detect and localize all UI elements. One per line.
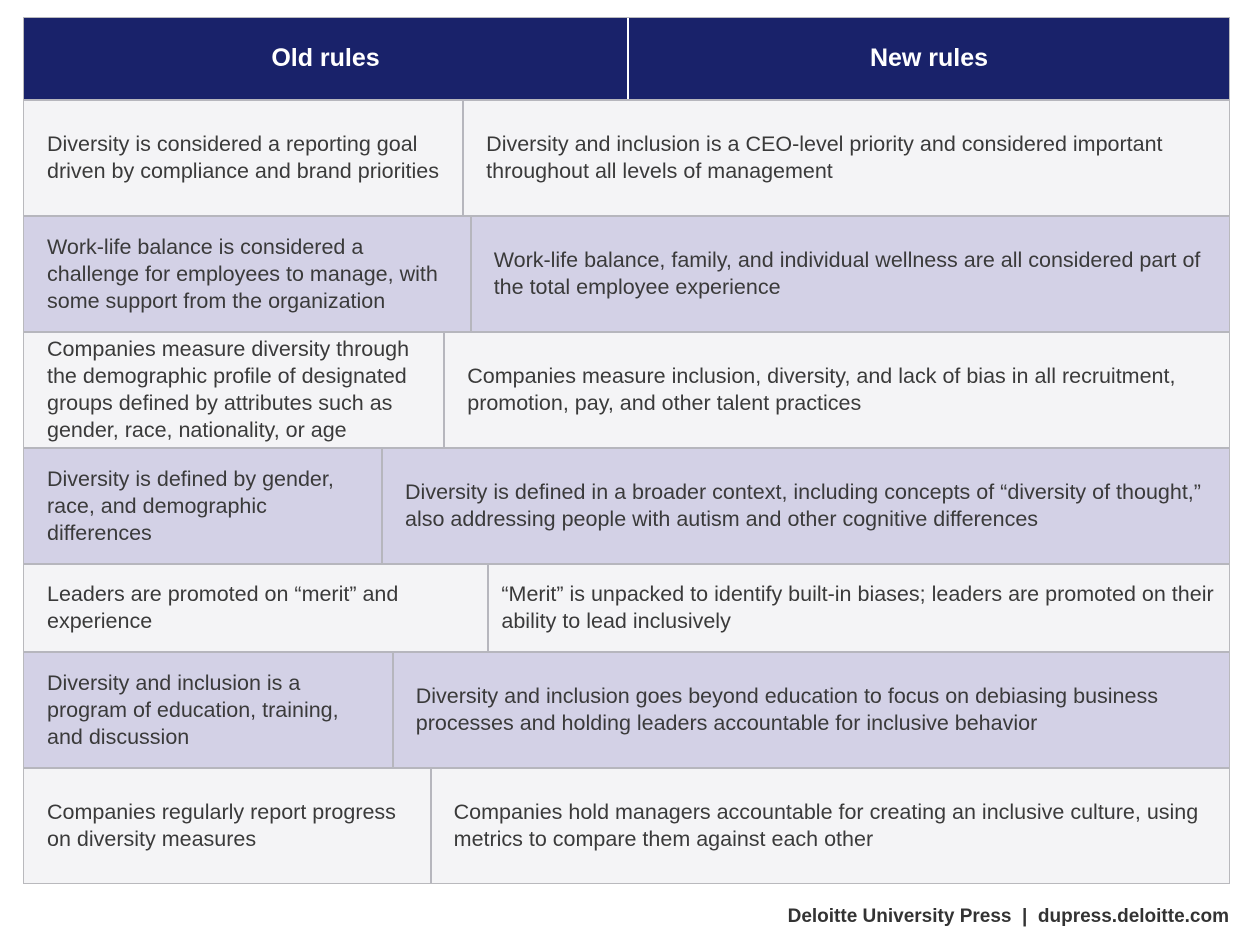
table-row: Companies measure diversity through the … <box>24 331 1229 447</box>
new-rule-cell: Diversity and inclusion goes beyond educ… <box>415 684 1158 735</box>
new-rule-cell: Companies hold managers accountable for … <box>453 800 1199 851</box>
new-rule-cell: Work-life balance, family, and individua… <box>493 248 1201 299</box>
old-rule-cell: Diversity is defined by gender, race, an… <box>24 449 384 563</box>
new-rule-cell: “Merit” is unpacked to identify built-in… <box>501 582 1214 633</box>
old-rule-cell: Companies regularly report progress on d… <box>24 769 432 883</box>
new-rule-cell: Diversity and inclusion is a CEO-level p… <box>486 132 1163 183</box>
table-row: Diversity and inclusion is a program of … <box>24 651 1229 767</box>
old-rule-cell: Diversity is considered a reporting goal… <box>24 101 465 215</box>
header-new-rules: New rules <box>869 44 989 72</box>
old-rule-cell: Diversity and inclusion is a program of … <box>24 653 394 767</box>
old-rule-cell: Companies measure diversity through the … <box>24 333 446 447</box>
table-row: Diversity is considered a reporting goal… <box>24 99 1229 215</box>
comparison-table: Old rules New rules Diversity is conside… <box>23 17 1230 884</box>
new-rule-cell: Diversity is defined in a broader contex… <box>405 480 1201 531</box>
old-rule-cell: Work-life balance is considered a challe… <box>24 217 472 331</box>
header-old-rules: Old rules <box>24 18 629 99</box>
table-row: Work-life balance is considered a challe… <box>24 215 1229 331</box>
old-rule-cell: Leaders are promoted on “merit” and expe… <box>24 565 490 651</box>
table-row: Companies regularly report progress on d… <box>24 767 1229 883</box>
new-rule-cell: Companies measure inclusion, diversity, … <box>467 364 1176 415</box>
source-credit: Deloitte University Press | dupress.delo… <box>787 906 1229 927</box>
table-row: Diversity is defined by gender, race, an… <box>24 447 1229 563</box>
table-header-row: Old rules New rules <box>24 18 1229 99</box>
table-row: Leaders are promoted on “merit” and expe… <box>24 563 1229 651</box>
